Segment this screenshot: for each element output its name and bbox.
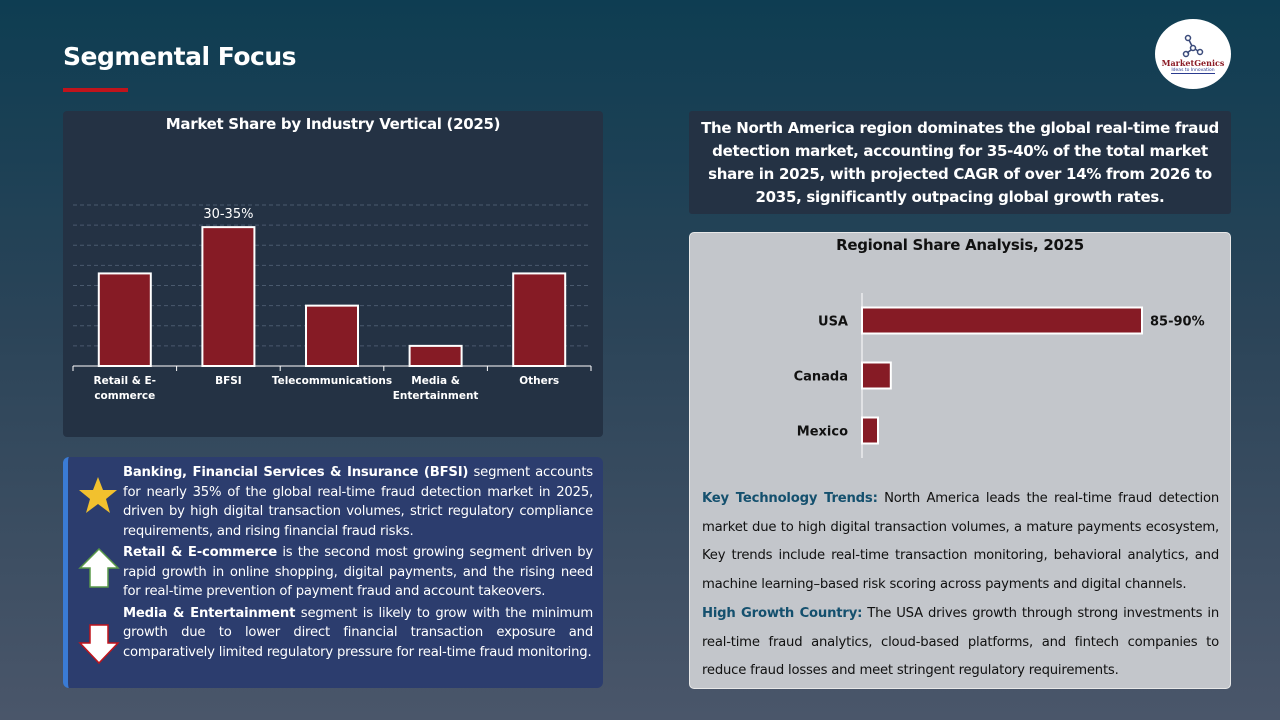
category-label: Retail & E- [94, 375, 157, 387]
trend-item: Key Technology Trends: North America lea… [702, 491, 1219, 593]
data-label: 30-35% [203, 207, 253, 222]
bar [408, 344, 463, 367]
arrow-down-icon [78, 623, 120, 669]
segment-text: Media & Entertainment segment is likely … [123, 605, 593, 660]
regional-bar-chart: USA 85-90% Canada Mexico [794, 293, 1205, 458]
category-label: Media & [411, 375, 460, 387]
trend-item: High Growth Country: The USA drives grow… [702, 605, 1219, 679]
segment-text: Banking, Financial Services & Insurance … [123, 465, 593, 539]
chart-title: Market Share by Industry Vertical (2025) [165, 115, 501, 133]
logo: MarketGenics Ideas to Innovation [1155, 19, 1231, 89]
bar [861, 361, 892, 390]
data-label: 85-90% [1150, 315, 1205, 330]
industry-chart-panel: Market Share by Industry Vertical (2025)… [63, 111, 603, 437]
bar [512, 272, 567, 367]
industry-bar-chart: Retail & E-commerce 30-35% BFSI Telecommuni… [72, 204, 592, 402]
bar [201, 226, 256, 367]
regional-panel: Regional Share Analysis, 2025 USA 85-90% C… [689, 232, 1231, 689]
category-label: USA [818, 315, 848, 330]
star-icon [78, 475, 118, 519]
bar [305, 304, 359, 367]
page-title: Segmental Focus [63, 42, 297, 71]
logo-tagline: Ideas to Innovation [1171, 68, 1215, 74]
category-label: Entertainment [393, 390, 479, 402]
bar [861, 416, 879, 445]
trends-text: Key Technology Trends: North America lea… [702, 485, 1219, 686]
bar [97, 272, 152, 367]
summary-box: The North America region dominates the g… [689, 111, 1231, 214]
category-label: commerce [94, 390, 155, 402]
logo-name: MarketGenics [1161, 58, 1225, 68]
segment-text: Retail & E-commerce is the second most g… [123, 545, 593, 599]
category-label: Mexico [797, 425, 848, 440]
category-label: Telecommunications [272, 375, 392, 387]
title-underline [63, 88, 128, 92]
network-icon [1182, 34, 1204, 58]
arrow-up-icon [78, 547, 120, 593]
segment-insights: Banking, Financial Services & Insurance … [63, 457, 603, 688]
category-label: BFSI [215, 375, 242, 387]
bar [861, 306, 1143, 335]
chart-title: Regional Share Analysis, 2025 [836, 236, 1084, 254]
category-label: Canada [794, 370, 848, 385]
category-label: Others [519, 375, 559, 387]
